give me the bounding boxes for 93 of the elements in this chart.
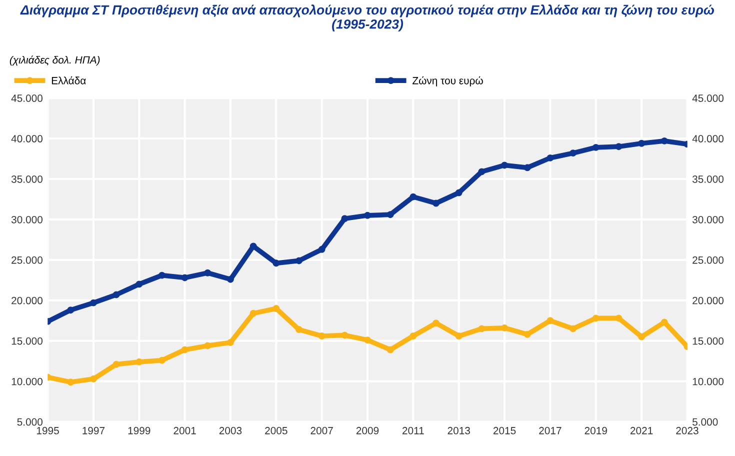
point [341, 332, 348, 339]
y-tick-label: 45.000 [11, 94, 43, 102]
x-tick-label: 2013 [448, 426, 470, 434]
point [501, 162, 508, 169]
point [90, 375, 97, 382]
point [181, 346, 188, 354]
legend-label: Ελλάδα [52, 76, 86, 84]
point [410, 332, 417, 340]
line-series [48, 305, 688, 386]
point [546, 317, 554, 324]
point [158, 356, 166, 364]
point [341, 215, 348, 222]
point [615, 314, 622, 322]
y2-tick-label: 30.000 [692, 216, 724, 224]
point [432, 200, 440, 207]
point [455, 189, 462, 196]
x-tick-label: 1997 [82, 426, 105, 434]
point [67, 378, 74, 386]
y2-tick-label: 5.000 [692, 418, 718, 426]
point [638, 140, 646, 147]
y2-tick-label: 45.000 [692, 94, 724, 102]
point [136, 280, 143, 288]
point [615, 143, 622, 150]
y-axis-title: (χιλιάδες δολ. ΗΠΑ) [10, 56, 100, 66]
y-tick-label: 5.000 [17, 418, 43, 426]
point [181, 274, 188, 282]
y2-tick-label: 20.000 [692, 296, 724, 304]
x-tick-label: 2019 [584, 426, 607, 434]
point [67, 306, 74, 314]
chart-title: Διάγραμμα ΣΤ Προστιθέμενη αξία ανά απασχολούμενο του αγροτικού τομέα στην Ελλάδα και τη ζώνη του ευρώ (1995-2023) [20, 4, 714, 32]
x-tick-label: 2003 [219, 426, 242, 434]
point [296, 326, 302, 333]
x-tick-label: 2023 [676, 426, 698, 434]
point [136, 358, 143, 366]
point [660, 137, 668, 144]
y-tick-label: 30.000 [11, 216, 43, 224]
y2-tick-label: 25.000 [692, 256, 724, 264]
point [204, 342, 212, 350]
point [250, 242, 257, 250]
y2-tick-label: 40.000 [692, 135, 724, 142]
x-tick-label: 2011 [402, 426, 424, 434]
point [660, 318, 668, 326]
x-tick-label: 2007 [310, 426, 333, 434]
point [570, 325, 577, 332]
point [546, 154, 554, 162]
point [592, 144, 600, 151]
point [478, 325, 486, 332]
point [432, 320, 440, 327]
point [410, 193, 417, 200]
point [227, 276, 234, 283]
point [318, 246, 326, 253]
point [296, 257, 302, 264]
x-tick-label: 2021 [630, 426, 653, 434]
point [272, 305, 280, 312]
point [570, 150, 577, 157]
y2-tick-label: 15.000 [692, 337, 724, 345]
x-tick-label: 2001 [174, 426, 196, 434]
point [364, 212, 371, 219]
y-tick-label: 15.000 [12, 337, 43, 345]
point [227, 339, 234, 346]
x-tick-label: 2015 [493, 426, 516, 434]
point [386, 211, 394, 218]
y-tick-label: 10.000 [12, 378, 43, 386]
point [204, 269, 212, 276]
point [501, 324, 508, 332]
legend-label: Ζώνη του ευρώ [412, 76, 483, 86]
point [455, 332, 462, 340]
y2-tick-label: 10.000 [692, 378, 724, 386]
point [250, 310, 257, 317]
x-tick-label: 2005 [265, 426, 288, 434]
y2-tick-label: 35.000 [692, 175, 724, 183]
x-tick-label: 2017 [539, 426, 562, 434]
y-tick-label: 25.000 [12, 256, 43, 264]
line-series [48, 137, 688, 325]
point [386, 346, 394, 354]
point [524, 330, 531, 338]
point [112, 291, 120, 298]
point [638, 333, 646, 340]
point [592, 314, 600, 322]
point [524, 164, 531, 172]
point [364, 336, 371, 344]
point [112, 360, 120, 368]
point [158, 272, 166, 279]
y-tick-label: 20.000 [12, 296, 43, 304]
point [478, 168, 486, 176]
y-tick-label: 35.000 [11, 175, 43, 183]
point [90, 299, 97, 306]
x-tick-label: 2009 [356, 426, 379, 434]
x-tick-label: 1995 [36, 426, 59, 434]
y-tick-label: 40.000 [11, 135, 43, 142]
point [318, 332, 326, 340]
x-tick-label: 1999 [128, 426, 150, 434]
point [272, 260, 280, 267]
